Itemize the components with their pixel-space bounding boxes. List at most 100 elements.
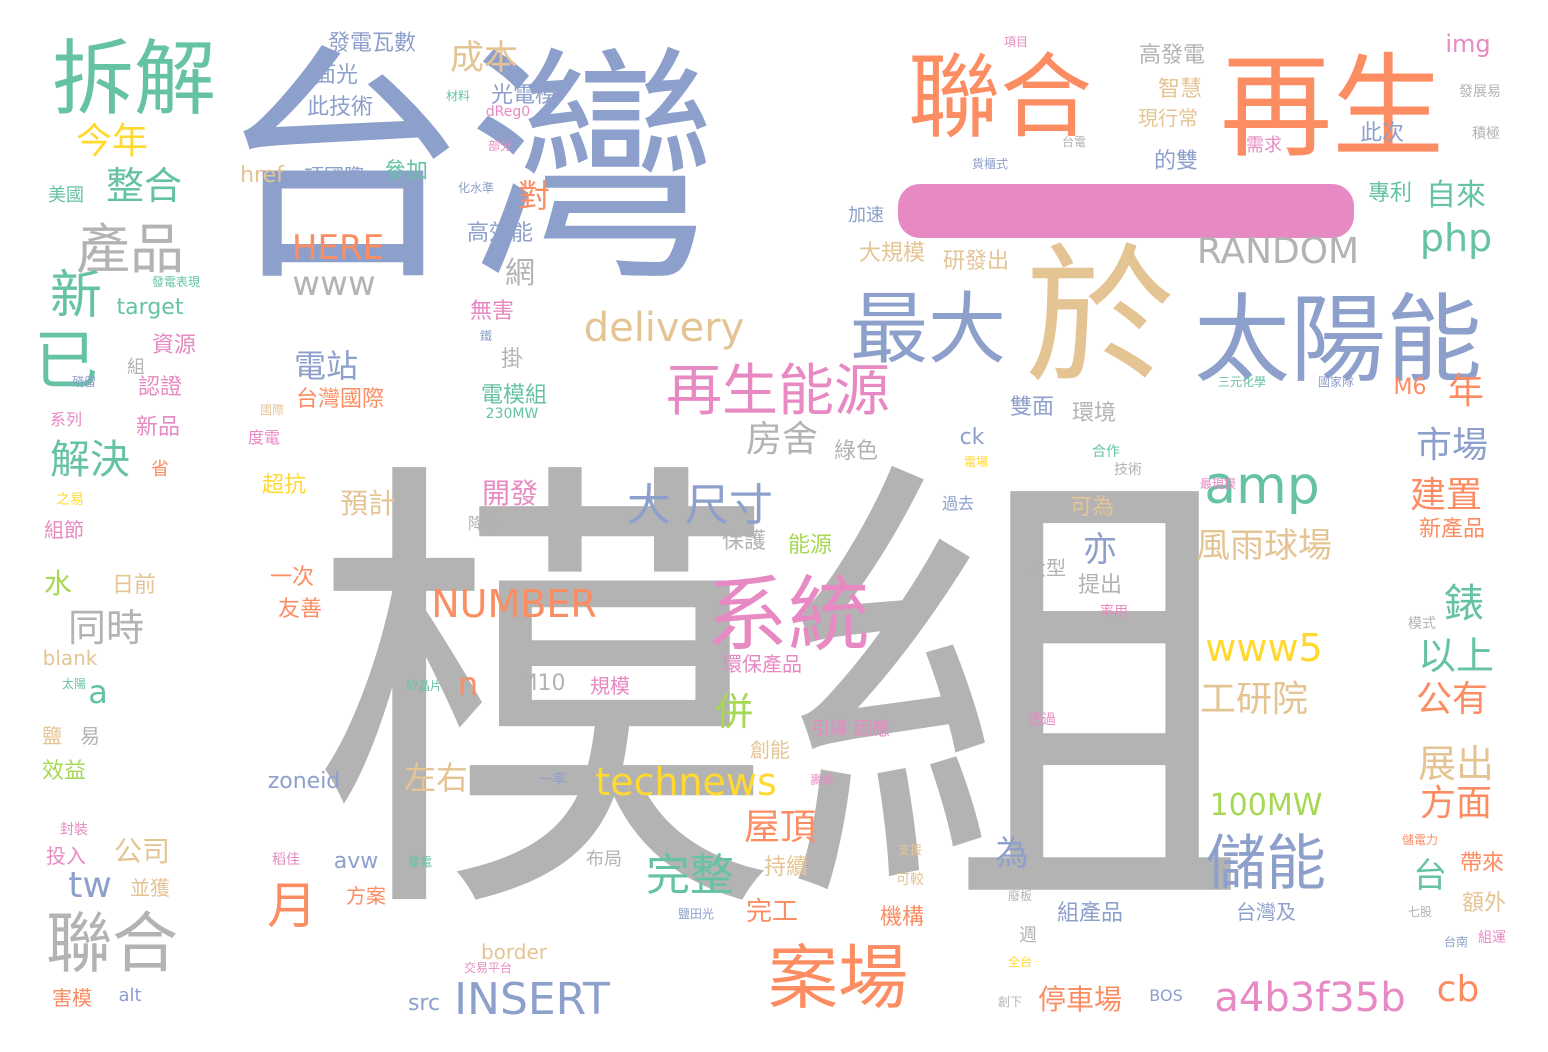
cloud-word: 掛 xyxy=(500,347,524,372)
cloud-word: 機構 xyxy=(879,905,925,930)
cloud-word: 材料 xyxy=(445,89,471,103)
cloud-word: 系統 xyxy=(705,568,871,663)
cloud-word: 組 xyxy=(127,357,145,378)
cloud-word: n xyxy=(457,665,479,703)
cloud-word: 保護 xyxy=(721,529,767,554)
cloud-word: blank xyxy=(42,646,98,670)
cloud-word: 年 xyxy=(1447,371,1485,412)
cloud-word: 無害 xyxy=(469,299,515,324)
cloud-word: 亦 xyxy=(1083,530,1117,570)
cloud-word: 高效能 xyxy=(466,221,534,246)
cloud-word: 超抗 xyxy=(261,473,307,498)
cloud-word: 於 xyxy=(1024,231,1176,405)
cloud-word: 智慧 xyxy=(1157,77,1203,102)
cloud-word: 矽晶片 xyxy=(405,679,443,693)
cloud-word: 整合 xyxy=(105,164,183,208)
cloud-word: www5 xyxy=(1205,626,1323,670)
cloud-word: 壽命 xyxy=(809,773,835,787)
cloud-word: 左右 xyxy=(403,759,469,797)
cloud-word: 一次 xyxy=(269,565,315,590)
cloud-word: 國際 xyxy=(259,403,285,417)
cloud-word: 今年 xyxy=(75,121,149,162)
cloud-word: 參加 xyxy=(383,159,429,184)
cloud-word: 儲電力 xyxy=(1401,833,1439,847)
cloud-word: 完整 xyxy=(646,850,734,901)
cloud-word: 鹽田光 xyxy=(677,907,715,921)
cloud-word: 效益 xyxy=(41,759,87,784)
cloud-word: 創能 xyxy=(750,738,790,762)
cloud-word: M6 xyxy=(1393,375,1427,400)
cloud-word: 公有 xyxy=(1415,679,1489,720)
cloud-word: 週 xyxy=(1019,925,1037,946)
cloud-word: 發電表現 xyxy=(151,275,201,289)
cloud-word: amp xyxy=(1204,456,1320,516)
cloud-word: 聯合 xyxy=(46,905,178,982)
cloud-word: 支援 xyxy=(897,843,923,857)
cloud-word: 殘留 xyxy=(71,375,97,389)
cloud-word: 易 xyxy=(80,724,100,748)
cloud-word: 需求 xyxy=(1246,135,1282,156)
cloud-word: 環保產品 xyxy=(722,652,802,676)
cloud-word: img xyxy=(1445,30,1491,58)
cloud-word: 再生能源 xyxy=(666,359,890,424)
cloud-word: 封裝 xyxy=(60,822,88,838)
cloud-word: 率用 xyxy=(1100,604,1128,620)
cloud-word: a4b3f35b xyxy=(1214,975,1406,1021)
cloud-word: 資源 xyxy=(151,333,197,358)
cloud-word: RANDOM xyxy=(1196,231,1360,272)
cloud-word: 研發出 xyxy=(942,249,1010,274)
cloud-word: 同時 xyxy=(67,606,145,650)
cloud-word: 工研院 xyxy=(1199,679,1309,720)
cloud-word: 聯合 xyxy=(907,44,1093,151)
cloud-word: INSERT xyxy=(454,974,610,1025)
cloud-word: 展出 xyxy=(1417,742,1495,786)
cloud-word: 新產品 xyxy=(1418,517,1486,542)
cloud-word: target xyxy=(116,295,184,320)
cloud-word: 降低 xyxy=(467,514,501,533)
cloud-word: 認證 xyxy=(137,375,183,400)
cloud-word: 鐵 xyxy=(479,329,493,343)
cloud-word: 加速 xyxy=(848,205,884,226)
cloud-word: 廢板 xyxy=(1007,889,1033,903)
cloud-word: 風雨球場 xyxy=(1196,526,1332,566)
cloud-word: 產品 xyxy=(76,218,184,281)
cloud-word: 項目 xyxy=(1003,35,1029,49)
cloud-word: 方面 xyxy=(1419,783,1493,824)
cloud-word: ck xyxy=(959,425,985,450)
cloud-word: 最大 xyxy=(849,285,1007,375)
cloud-word: 化水準 xyxy=(457,181,495,195)
cloud-word: 太陽能 xyxy=(1194,284,1482,396)
cloud-word: avw xyxy=(333,849,379,874)
cloud-word: 水 xyxy=(43,567,73,600)
cloud-word: 台灣 xyxy=(218,24,718,315)
cloud-word: 電模組 xyxy=(480,383,548,408)
cloud-word: 儲能 xyxy=(1206,829,1326,899)
cloud-word: alt xyxy=(118,985,142,1006)
cloud-word: 台灣及 xyxy=(1236,900,1296,924)
cloud-word: cb xyxy=(1436,969,1480,1010)
cloud-word: 對 xyxy=(517,177,551,215)
cloud-word: 系列 xyxy=(49,410,83,429)
cloud-word: 度電 xyxy=(247,428,281,447)
cloud-word: 並獲 xyxy=(130,876,170,900)
cloud-word: 台南 xyxy=(1443,935,1469,949)
cloud-word: 章下 xyxy=(261,243,287,257)
cloud-word: a xyxy=(88,673,108,711)
cloud-word: 七股 xyxy=(1407,905,1433,919)
cloud-word: 開發 xyxy=(481,477,539,510)
cloud-word: 省 xyxy=(151,459,169,480)
cloud-word: 技術 xyxy=(1114,462,1142,478)
cloud-word: 預計 xyxy=(339,487,397,520)
cloud-word: 持續 xyxy=(763,855,809,880)
cloud-word: 能源 xyxy=(787,533,833,558)
cloud-word: 拆解 xyxy=(51,32,217,127)
cloud-word: 環境 xyxy=(1071,401,1117,426)
cloud-word: 已 xyxy=(34,325,98,399)
cloud-word: 電站 xyxy=(293,347,359,385)
cloud-word: 電場 xyxy=(963,455,989,469)
cloud-word: 額外 xyxy=(1461,891,1507,916)
cloud-word: 市場 xyxy=(1415,425,1489,466)
cloud-word: 網 xyxy=(505,256,535,291)
cloud-word: 模式 xyxy=(1408,616,1436,632)
cloud-word: 可為 xyxy=(1069,495,1115,520)
